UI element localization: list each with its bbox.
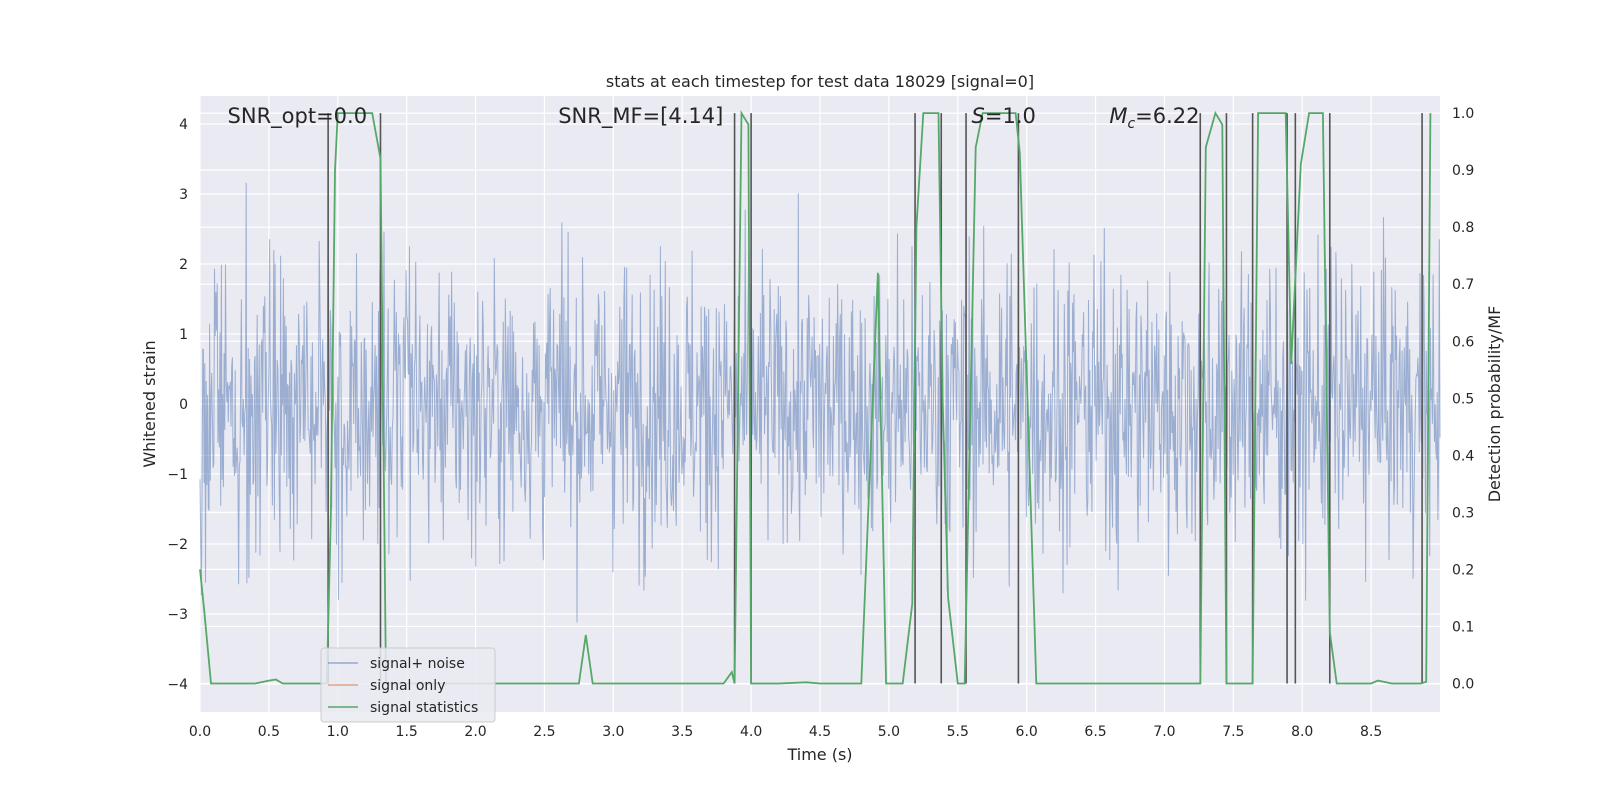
- y-tick-label: −1: [167, 467, 188, 483]
- y-axis-label: Whitened strain: [140, 340, 159, 467]
- statistics-line: [199, 109, 1432, 685]
- annotations: SNR_opt=0.0 SNR_MF=[4.14] S=1.0 Mc=6.22: [228, 104, 1200, 132]
- right-axis-label: Detection probability/MF: [1485, 306, 1504, 503]
- right-tick-label: 1.0: [1452, 106, 1474, 122]
- y-axis-ticks: −4 −3 −2 −1 0 1 2 3 4: [167, 117, 188, 693]
- annotation-text: SNR_opt=0.0: [228, 104, 368, 129]
- x-tick-label: 0.5: [258, 724, 280, 740]
- right-tick-label: 0.9: [1452, 163, 1474, 179]
- x-tick-label: 6.5: [1084, 724, 1106, 740]
- x-tick-label: 8.5: [1360, 724, 1382, 740]
- x-tick-label: 5.5: [947, 724, 969, 740]
- right-tick-label: 0.4: [1452, 448, 1474, 464]
- right-axis-ticks: 0.0 0.1 0.2 0.3 0.4 0.5 0.6 0.7 0.8 0.9 1.0: [1452, 106, 1474, 692]
- right-tick-label: 0.8: [1452, 220, 1474, 236]
- y-tick-label: −4: [167, 677, 188, 693]
- noise-line: [199, 182, 1441, 623]
- x-tick-label: 8.0: [1291, 724, 1313, 740]
- x-tick-label: 2.5: [533, 724, 555, 740]
- x-tick-label: 6.0: [1016, 724, 1038, 740]
- annotation-text: Mc=6.22: [1109, 104, 1199, 132]
- y-tick-label: 1: [179, 327, 188, 343]
- legend-box: [320, 647, 496, 723]
- x-tick-label: 2.0: [464, 724, 486, 740]
- x-tick-label: 4.5: [809, 724, 831, 740]
- x-tick-label: 3.5: [671, 724, 693, 740]
- y-tick-label: −3: [167, 607, 188, 623]
- y-tick-label: −2: [167, 537, 188, 553]
- x-tick-label: 5.0: [878, 724, 900, 740]
- right-tick-label: 0.2: [1452, 562, 1474, 578]
- legend-label-signal: signal only: [370, 678, 445, 694]
- x-tick-label: 1.5: [396, 724, 418, 740]
- right-tick-label: 0.3: [1452, 505, 1474, 521]
- x-tick-label: 3.0: [602, 724, 624, 740]
- x-tick-label: 0.0: [189, 724, 211, 740]
- noise-series: [199, 182, 1441, 623]
- right-tick-label: 0.5: [1452, 391, 1474, 407]
- right-tick-label: 0.6: [1452, 334, 1474, 350]
- legend-label-noise: signal+ noise: [370, 656, 465, 672]
- legend: signal+ noise signal only signal statist…: [320, 647, 496, 723]
- y-tick-label: 2: [179, 257, 188, 273]
- legend-label-statistics: signal statistics: [370, 700, 478, 716]
- right-tick-label: 0.7: [1452, 277, 1474, 293]
- x-axis-ticks: 0.0 0.5 1.0 1.5 2.0 2.5 3.0 3.5 4.0 4.5 5.0 5.5 6.0 6…: [189, 724, 1382, 740]
- x-tick-label: 7.5: [1222, 724, 1244, 740]
- chart-title: stats at each timestep for test data 180…: [606, 72, 1034, 91]
- x-axis-label: Time (s): [786, 745, 852, 764]
- annotation-text: S=1.0: [972, 104, 1036, 128]
- statistics-series: [199, 109, 1432, 685]
- y-tick-label: 0: [179, 397, 188, 413]
- right-tick-label: 0.1: [1452, 619, 1474, 635]
- x-tick-label: 7.0: [1153, 724, 1175, 740]
- annotation-text: SNR_MF=[4.14]: [558, 104, 723, 129]
- x-tick-label: 4.0: [740, 724, 762, 740]
- right-tick-label: 0.0: [1452, 676, 1474, 692]
- x-tick-label: 1.0: [327, 724, 349, 740]
- y-tick-label: 4: [179, 117, 188, 133]
- y-tick-label: 3: [179, 187, 188, 203]
